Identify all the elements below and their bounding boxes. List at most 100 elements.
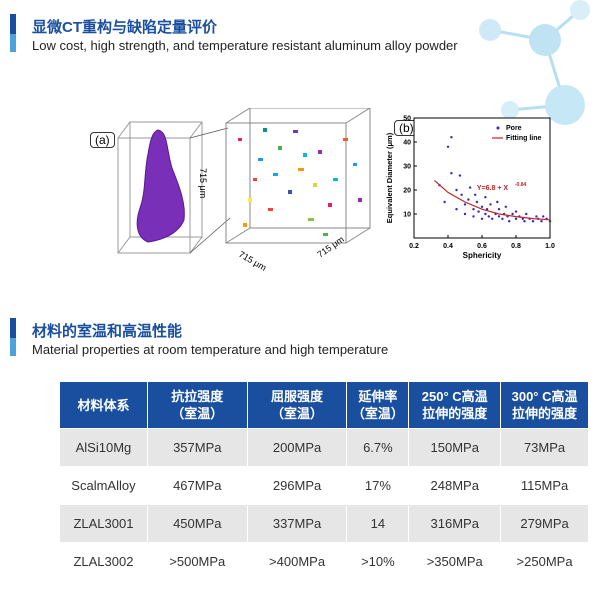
cube-dimension-label: 715 μm: [237, 249, 268, 273]
table-cell: 296MPa: [246, 466, 348, 505]
data-point: [484, 212, 487, 216]
section-title-en: Material properties at room temperature …: [32, 342, 389, 357]
data-point: [485, 208, 489, 211]
data-point: [487, 215, 490, 218]
properties-table: 材料体系 抗拉强度 （室温） 屈服强度 （室温） 延伸率 （室温） 250° C…: [59, 381, 589, 581]
data-point: [475, 200, 479, 204]
table-cell: 467MPa: [146, 466, 248, 505]
table-cell: 337MPa: [246, 504, 348, 543]
data-point: [460, 193, 463, 196]
fit-equation-exponent: -0.84: [515, 182, 527, 188]
table-row: ScalmAlloy 467MPa 296MPa 17% 248MPa 115M…: [59, 466, 589, 505]
pore-particles: [238, 128, 362, 236]
fit-equation: Y=6.8 + X: [477, 185, 508, 192]
data-point: [480, 205, 484, 208]
accent-bar: [10, 338, 16, 356]
x-tick-label: 1.0: [545, 243, 555, 250]
table-cell: ZLAL3002: [59, 542, 148, 581]
data-point: [508, 220, 511, 223]
table-cell: 357MPa: [146, 428, 248, 467]
x-tick-label: 0.6: [477, 243, 487, 250]
ct-figure: 715 μm 715 μm 715 μm (a) (b) 0.2 0.4 0.6 0.…: [88, 107, 560, 283]
table-cell: 14: [346, 504, 410, 543]
data-point: [477, 210, 480, 213]
table-cell: ZLAL3001: [59, 504, 148, 543]
data-point: [489, 203, 492, 206]
x-tick-label: 0.8: [511, 243, 521, 250]
column-header: 250° C高温 拉伸的强度: [408, 381, 502, 429]
data-point: [455, 208, 458, 211]
data-point: [535, 215, 538, 218]
data-point: [521, 217, 524, 220]
x-tick-label: 0.4: [443, 243, 453, 250]
data-point: [463, 212, 467, 216]
table-row: AlSi10Mg 357MPa 200MPa 6.7% 150MPa 73MPa: [59, 428, 589, 467]
table-cell: ScalmAlloy: [59, 466, 148, 505]
data-point: [548, 220, 552, 223]
table-cell: 450MPa: [146, 504, 248, 543]
data-point: [491, 217, 494, 220]
panel-label-a: (a): [90, 132, 115, 148]
column-header: 抗拉强度 （室温）: [146, 381, 248, 429]
section-title-cn: 显微CT重构与缺陷定量评价: [32, 19, 217, 36]
data-point: [504, 205, 507, 208]
table-cell: >250MPa: [500, 542, 589, 581]
table-cell: AlSi10Mg: [59, 428, 148, 467]
table-row: ZLAL3001 450MPa 337MPa 14 316MPa 279MPa: [59, 504, 589, 543]
data-point: [458, 174, 462, 177]
accent-bar: [10, 34, 16, 52]
panel-label-b: (b): [394, 120, 419, 136]
table-cell: 200MPa: [246, 428, 348, 467]
data-point: [514, 210, 518, 213]
column-header: 材料体系: [59, 381, 148, 429]
data-point: [450, 136, 453, 139]
legend-label: Fitting line: [506, 135, 541, 142]
legend-marker-pore: [496, 126, 500, 130]
data-point: [497, 208, 501, 211]
y-tick-label: 20: [403, 188, 411, 195]
table-cell: >350MPa: [408, 542, 502, 581]
section-title-en: Low cost, high strength, and temperature…: [32, 38, 458, 53]
y-tick-label: 30: [403, 164, 411, 171]
data-point: [472, 215, 475, 218]
data-point: [514, 217, 518, 220]
table-cell: 73MPa: [500, 428, 589, 467]
y-axis-label: Equivalent Diameter (μm): [385, 132, 394, 223]
table-cell: 279MPa: [500, 504, 589, 543]
table-cell: 248MPa: [408, 466, 502, 505]
table-cell: >10%: [346, 542, 410, 581]
column-header: 屈服强度 （室温）: [246, 381, 348, 429]
data-point: [450, 172, 453, 175]
molecule-decoration-icon: [479, 0, 590, 125]
data-point: [443, 200, 446, 204]
data-point: [511, 212, 514, 216]
y-tick-label: 10: [403, 212, 411, 219]
data-point: [474, 193, 477, 196]
table-cell: >500MPa: [146, 542, 248, 581]
table-cell: 17%: [346, 466, 410, 505]
data-point: [542, 215, 545, 218]
data-point: [480, 217, 484, 220]
data-point: [446, 145, 450, 148]
data-point: [497, 215, 501, 218]
table-cell: 316MPa: [408, 504, 502, 543]
legend-label: Pore: [506, 125, 522, 132]
column-header: 延伸率 （室温）: [346, 381, 410, 429]
data-point: [523, 220, 526, 223]
accent-bar: [10, 318, 16, 338]
data-point: [501, 217, 504, 220]
data-point: [463, 203, 467, 206]
data-point: [484, 196, 487, 199]
table-header-row: 材料体系 抗拉强度 （室温） 屈服强度 （室温） 延伸率 （室温） 250° C…: [59, 381, 589, 429]
data-point: [467, 198, 470, 201]
sphericity-scatter-chart: 0.2 0.4 0.6 0.8 1.0 10 20 30 40 50 Sphericity Equiv…: [385, 116, 555, 261]
data-point: [468, 186, 472, 189]
table-row: ZLAL3002 >500MPa >400MPa >10% >350MPa >2…: [59, 542, 589, 581]
y-tick-label: 50: [403, 116, 411, 123]
accent-bar: [10, 14, 16, 34]
table-cell: 115MPa: [500, 466, 589, 505]
cube-dimension-label: 715 μm: [198, 168, 208, 198]
x-axis-label: Sphericity: [463, 251, 502, 260]
fitting-line: [434, 179, 551, 221]
data-point: [525, 212, 528, 216]
